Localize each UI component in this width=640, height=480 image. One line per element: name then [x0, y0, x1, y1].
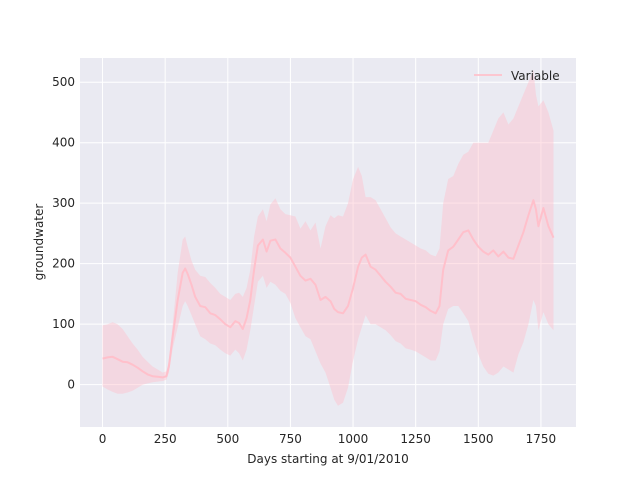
x-tick-label: 500 — [216, 432, 239, 446]
x-tick-label: 1000 — [338, 432, 369, 446]
y-tick-label: 100 — [52, 317, 75, 331]
x-tick-label: 0 — [99, 432, 107, 446]
plot-background — [80, 58, 576, 427]
series-line-layer — [102, 199, 555, 379]
series-line-variable — [102, 199, 555, 379]
y-tick-label: 500 — [52, 75, 75, 89]
x-tick-label: 1500 — [463, 432, 494, 446]
y-tick-label: 200 — [52, 257, 75, 271]
y-tick-label: 300 — [52, 196, 75, 210]
y-tick-label: 400 — [52, 136, 75, 150]
uncertainty-band-layer — [102, 70, 554, 406]
y-tick-label: 0 — [67, 378, 75, 392]
y-axis-label: groundwater — [32, 204, 46, 281]
x-tick-label: 750 — [279, 432, 302, 446]
x-tick-label: 1750 — [526, 432, 557, 446]
grid-lines — [80, 58, 576, 427]
y-tick-labels: 0 100 200 300 400 500 — [52, 75, 75, 391]
x-tick-label: 250 — [154, 432, 177, 446]
legend: Variable — [474, 69, 560, 83]
x-tick-label: 1250 — [400, 432, 431, 446]
legend-label-variable: Variable — [511, 69, 560, 83]
uncertainty-band — [102, 70, 554, 406]
x-tick-labels: 0 250 500 750 1000 1250 1500 1750 — [99, 432, 556, 446]
x-axis-label: Days starting at 9/01/2010 — [247, 452, 408, 466]
